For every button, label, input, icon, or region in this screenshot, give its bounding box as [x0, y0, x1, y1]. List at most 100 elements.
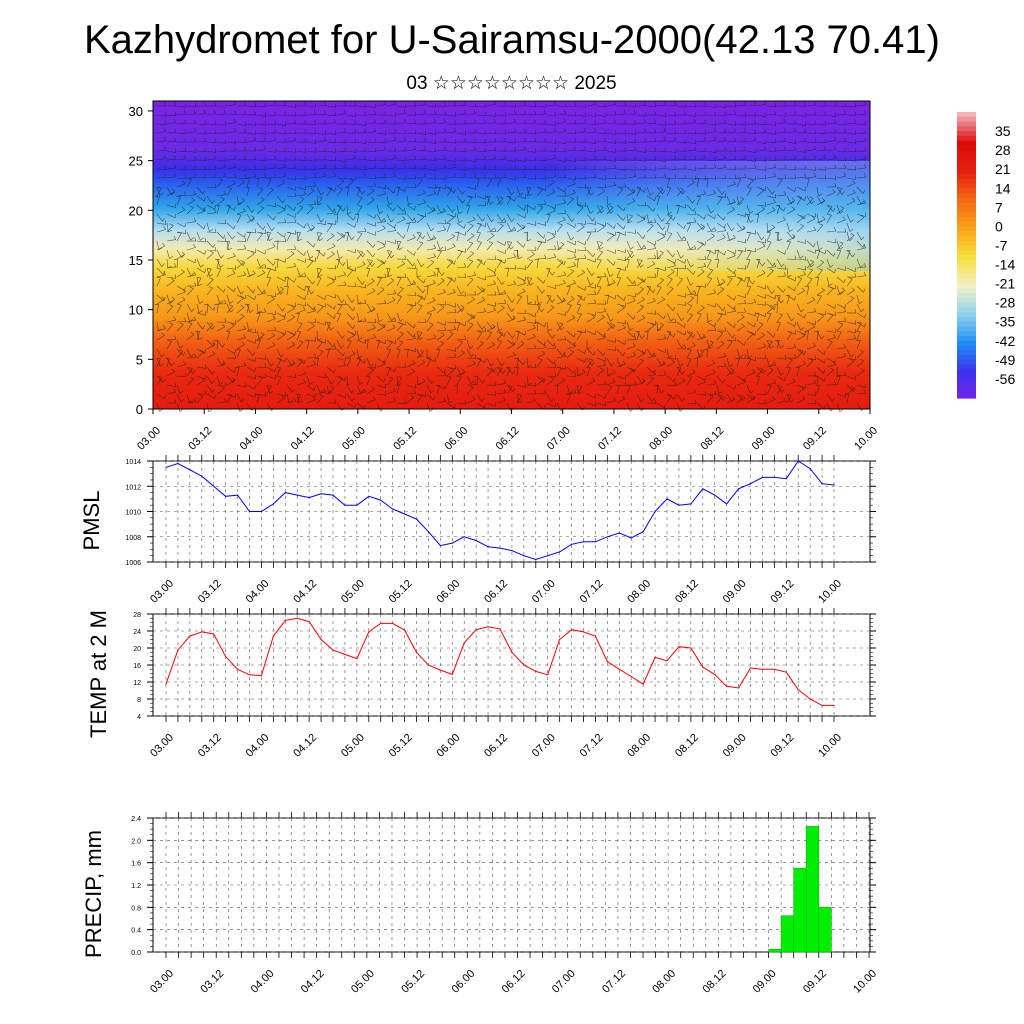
wind-barb-flag: [666, 187, 671, 189]
wind-barb-flag: [594, 394, 596, 399]
wind-barb: [586, 285, 596, 289]
wind-barb-flag: [211, 380, 215, 384]
wind-barb: [526, 141, 537, 143]
wind-barb: [706, 303, 716, 308]
wind-barb: [396, 204, 404, 212]
wind-barb-flag: [393, 207, 396, 212]
wind-barb: [736, 316, 745, 323]
wind-barb-flag: [274, 258, 279, 261]
wind-barb-flag: [733, 323, 736, 328]
wind-barb-flag: [634, 166, 637, 171]
wind-barb-flag: [194, 138, 197, 142]
wind-barb-flag: [584, 184, 587, 189]
wind-barb-flag: [469, 223, 474, 226]
wind-barb-flag: [347, 212, 352, 215]
wind-barb: [856, 217, 865, 224]
wind-barb-flag: [804, 256, 807, 261]
wind-barb-flag: [194, 102, 197, 107]
wind-barb-flag: [345, 157, 347, 162]
wind-barb-flag: [514, 139, 517, 144]
wind-barb: [546, 236, 556, 242]
wind-barb-flag: [284, 157, 287, 162]
wind-barb: [806, 195, 812, 204]
wind-barb-flag: [484, 111, 487, 116]
wind-barb: [576, 186, 586, 189]
wind-barb: [566, 384, 571, 394]
wind-barb-flag: [860, 214, 865, 218]
wind-barb: [236, 297, 244, 305]
wind-barb: [416, 202, 426, 206]
wind-barb-flag: [163, 325, 166, 329]
wind-barb: [646, 285, 654, 293]
wind-barb-flag: [829, 313, 834, 316]
wind-barb: [746, 180, 754, 188]
wind-barb: [496, 368, 503, 377]
wind-barb: [706, 177, 708, 188]
wind-barb-flag: [179, 349, 184, 352]
wind-barb: [456, 307, 465, 314]
wind-barb: [216, 268, 222, 278]
wind-barb: [776, 131, 787, 134]
wind-barb: [516, 249, 520, 259]
wind-barb: [696, 313, 702, 323]
wind-barb-flag: [259, 187, 264, 190]
wind-barb-flag: [554, 363, 557, 368]
wind-barb-flag: [725, 310, 727, 315]
wind-barb: [756, 258, 763, 267]
wind-barb-flag: [378, 319, 383, 323]
wind-barb: [256, 377, 263, 386]
wind-barb-flag: [734, 296, 736, 301]
wind-barb: [746, 150, 756, 153]
wind-barb-flag: [448, 187, 453, 189]
wind-barb-flag: [794, 165, 797, 170]
wind-barb-flag: [688, 331, 693, 334]
wind-barb-flag: [563, 271, 567, 276]
wind-barb: [286, 105, 296, 108]
colorbar-label: 28: [995, 142, 1011, 158]
wind-barb-flag: [512, 351, 516, 356]
wind-barb: [696, 271, 705, 278]
wind-barb-flag: [204, 173, 207, 178]
wind-barb: [276, 285, 281, 295]
wind-barb-flag: [603, 333, 606, 338]
wind-barb-flag: [274, 326, 277, 331]
wind-barb: [216, 222, 227, 224]
wind-barb-flag: [814, 129, 817, 134]
wind-barb-flag: [269, 187, 274, 190]
wind-barb-flag: [633, 352, 636, 356]
wind-barb-flag: [274, 111, 277, 116]
colorbar-swatch: [957, 326, 976, 332]
wind-barb-flag: [839, 408, 844, 412]
wind-barb-flag: [173, 263, 177, 268]
wind-barb-flag: [443, 226, 446, 230]
wind-barb-flag: [668, 232, 673, 234]
wind-barb-flag: [660, 322, 664, 326]
wind-barb: [406, 306, 414, 314]
wind-barb-flag: [674, 355, 677, 360]
wind-barb-flag: [663, 371, 667, 376]
wind-barb: [726, 113, 736, 116]
wind-barb-flag: [174, 155, 177, 160]
wind-barb-flag: [650, 323, 655, 326]
wind-barb-flag: [545, 238, 547, 243]
wind-barb-flag: [551, 233, 556, 238]
wind-barb-flag: [504, 267, 509, 269]
wind-barb: [716, 333, 724, 341]
wind-barb: [646, 325, 655, 332]
wind-barb-flag: [234, 354, 237, 359]
wind-barb: [646, 248, 656, 251]
wind-barb-flag: [368, 259, 373, 262]
wind-barb-flag: [251, 215, 255, 219]
wind-barb: [326, 114, 337, 117]
wind-barb: [396, 323, 404, 332]
wind-barb: [376, 276, 387, 278]
wind-barb-flag: [363, 404, 366, 409]
wind-barb: [596, 286, 602, 296]
wind-barb: [376, 289, 385, 296]
wind-barb-flag: [613, 119, 617, 124]
wind-barb-flag: [639, 286, 644, 290]
wind-barb: [806, 258, 812, 268]
wind-barb: [826, 303, 835, 309]
wind-barb-flag: [393, 226, 397, 231]
wind-barb: [306, 150, 316, 153]
